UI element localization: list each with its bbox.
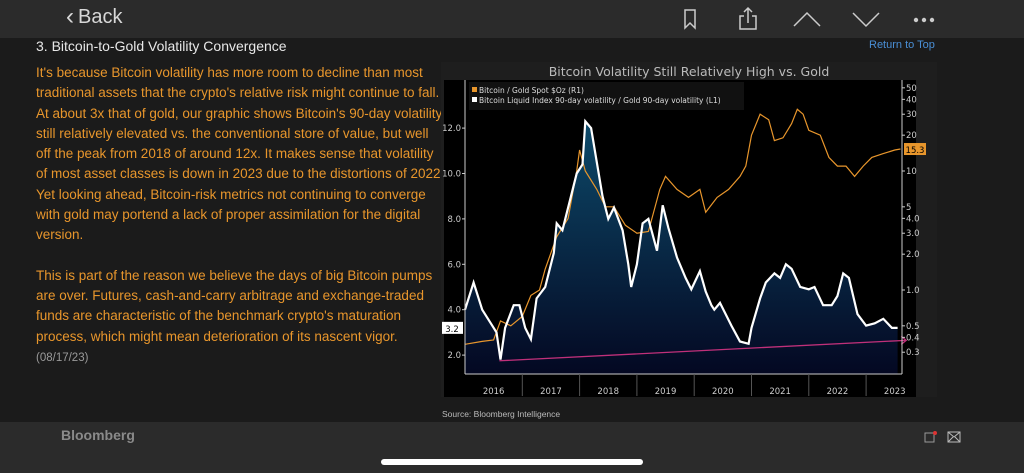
legend-item: Bitcoin Liquid Index 90-day volatility /… bbox=[479, 96, 721, 105]
right-tick-label: 0.4 bbox=[906, 333, 920, 343]
x-tick-label: 2022 bbox=[827, 387, 849, 397]
x-tick-label: 2018 bbox=[597, 387, 619, 397]
left-last-value-badge bbox=[442, 321, 463, 334]
share-icon[interactable] bbox=[735, 6, 761, 32]
x-tick-label: 2021 bbox=[769, 387, 791, 397]
chevron-up-icon[interactable] bbox=[792, 6, 822, 32]
back-label: Back bbox=[78, 5, 123, 28]
home-indicator[interactable] bbox=[381, 459, 643, 465]
legend-box bbox=[469, 82, 744, 110]
legend-swatch-orange bbox=[472, 87, 477, 92]
bloomberg-logo: Bloomberg bbox=[61, 427, 135, 443]
right-tick-label: 10 bbox=[906, 167, 917, 177]
chevron-down-icon[interactable] bbox=[851, 6, 881, 32]
footer-bar: Bloomberg bbox=[0, 422, 1024, 473]
left-tick-label: 4.0 bbox=[447, 306, 461, 316]
trend-line bbox=[499, 339, 907, 362]
btc-gold-line bbox=[464, 108, 901, 345]
right-tick-label: 4.0 bbox=[906, 214, 920, 224]
more-icon[interactable] bbox=[911, 6, 937, 32]
right-tick-label: 1.0 bbox=[906, 286, 920, 296]
section-title: 3. Bitcoin-to-Gold Volatility Convergenc… bbox=[36, 38, 287, 54]
right-tick-label: 20 bbox=[906, 131, 917, 141]
left-tick-label: 6.0 bbox=[447, 260, 461, 270]
top-nav-bar: ‹ Back bbox=[0, 0, 1024, 38]
paragraph: It's because Bitcoin volatility has more… bbox=[36, 65, 445, 243]
x-tick-label: 2023 bbox=[884, 387, 906, 397]
back-button[interactable]: ‹ Back bbox=[66, 5, 122, 29]
right-last-value-badge bbox=[904, 143, 926, 156]
right-tick-label: 3.0 bbox=[906, 229, 920, 239]
date-stamp: (08/17/23) bbox=[36, 351, 89, 364]
volatility-area-fill bbox=[465, 121, 898, 374]
right-tick-label: 2.0 bbox=[906, 250, 920, 260]
flag-icon[interactable] bbox=[924, 430, 938, 443]
x-tick-label: 2019 bbox=[655, 387, 677, 397]
bookmark-icon[interactable] bbox=[677, 6, 703, 32]
left-last-value: 3.2 bbox=[445, 325, 459, 335]
chevron-left-icon: ‹ bbox=[66, 3, 74, 30]
legend-swatch-white bbox=[472, 97, 477, 102]
chart-source: Source: Bloomberg Intelligence bbox=[442, 409, 561, 419]
x-tick-label: 2016 bbox=[483, 387, 505, 397]
right-last-value: 15.3 bbox=[906, 146, 925, 156]
right-tick-label: 0.5 bbox=[906, 322, 920, 332]
legend-item: Bitcoin / Gold Spot $Oz (R1) bbox=[479, 86, 584, 95]
left-tick-label: 8.0 bbox=[447, 215, 461, 225]
paragraph: This is part of the reason we believe th… bbox=[36, 266, 446, 368]
volatility-ratio-line bbox=[463, 118, 898, 360]
right-tick-label: 0.3 bbox=[906, 348, 920, 358]
left-tick-label: 2.0 bbox=[447, 351, 461, 361]
right-tick-label: 50 bbox=[906, 84, 917, 94]
left-tick-label: 10.0 bbox=[442, 170, 461, 180]
chart-title: Bitcoin Volatility Still Relatively High… bbox=[549, 64, 830, 79]
x-tick-label: 2020 bbox=[712, 387, 734, 397]
chart-panel: Bitcoin Volatility Still Relatively High… bbox=[441, 62, 937, 397]
return-to-top-link[interactable]: Return to Top bbox=[869, 39, 935, 51]
right-tick-label: 30 bbox=[906, 110, 917, 120]
article-body: It's because Bitcoin volatility has more… bbox=[36, 63, 446, 388]
right-tick-label: 5 bbox=[906, 203, 911, 213]
chart-svg: Bitcoin Volatility Still Relatively High… bbox=[442, 64, 926, 397]
paragraph-text: This is part of the reason we believe th… bbox=[36, 267, 433, 344]
left-tick-label: 12.0 bbox=[442, 124, 461, 134]
mail-icon[interactable] bbox=[947, 430, 961, 443]
right-tick-label: 40 bbox=[906, 95, 917, 105]
x-tick-label: 2017 bbox=[540, 387, 562, 397]
